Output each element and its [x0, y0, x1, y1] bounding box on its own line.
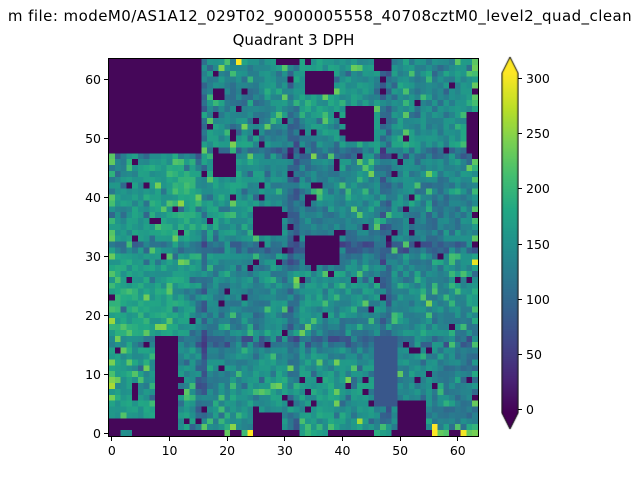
- y-tick-mark: [104, 373, 108, 375]
- colorbar-tick-mark: [518, 133, 522, 135]
- x-tick-label: 50: [392, 443, 409, 458]
- y-tick-mark: [104, 196, 108, 198]
- colorbar-tick-mark: [518, 353, 522, 355]
- colorbar-tick-mark: [518, 243, 522, 245]
- y-tick-mark: [104, 314, 108, 316]
- y-tick-mark: [104, 432, 108, 434]
- x-tick-label: 60: [449, 443, 466, 458]
- figure-suptitle: m file: modeM0/AS1A12_029T02_9000005558_…: [7, 7, 633, 25]
- x-tick-label: 0: [107, 443, 116, 458]
- colorbar: [501, 56, 519, 430]
- x-tick-mark: [399, 437, 401, 441]
- y-tick-label: 0: [93, 425, 101, 441]
- plot-area: [108, 58, 479, 437]
- y-tick-label: 30: [85, 248, 101, 264]
- x-tick-label: 40: [334, 443, 351, 458]
- colorbar-tick-mark: [518, 78, 522, 80]
- x-tick-mark: [111, 437, 113, 441]
- colorbar-tick-mark: [518, 409, 522, 411]
- x-tick-label: 30: [276, 443, 293, 458]
- colorbar-tick-label: 300: [526, 71, 550, 87]
- x-tick-label: 20: [219, 443, 236, 458]
- y-tick-label: 10: [85, 366, 101, 382]
- x-tick-mark: [284, 437, 286, 441]
- colorbar-tick-label: 100: [526, 291, 550, 307]
- colorbar-tick-label: 50: [526, 346, 542, 362]
- y-tick-label: 50: [85, 131, 101, 147]
- y-tick-label: 20: [85, 307, 101, 323]
- y-tick-mark: [104, 138, 108, 140]
- colorbar-tick-label: 150: [526, 236, 550, 252]
- colorbar-tick-mark: [518, 188, 522, 190]
- x-tick-mark: [169, 437, 171, 441]
- colorbar-tick-label: 200: [526, 181, 550, 197]
- axes-title: Quadrant 3 DPH: [232, 31, 355, 49]
- y-tick-mark: [104, 79, 108, 81]
- heatmap-image: [109, 59, 478, 436]
- y-tick-label: 40: [85, 189, 101, 205]
- colorbar-tick-label: 250: [526, 126, 550, 142]
- x-tick-mark: [457, 437, 459, 441]
- x-tick-mark: [342, 437, 343, 441]
- y-tick-label: 60: [85, 72, 101, 88]
- y-tick-mark: [104, 255, 108, 257]
- colorbar-tick-mark: [518, 298, 522, 300]
- x-tick-label: 10: [161, 443, 178, 458]
- colorbar-tick-label: 0: [526, 402, 534, 418]
- x-tick-mark: [226, 437, 228, 441]
